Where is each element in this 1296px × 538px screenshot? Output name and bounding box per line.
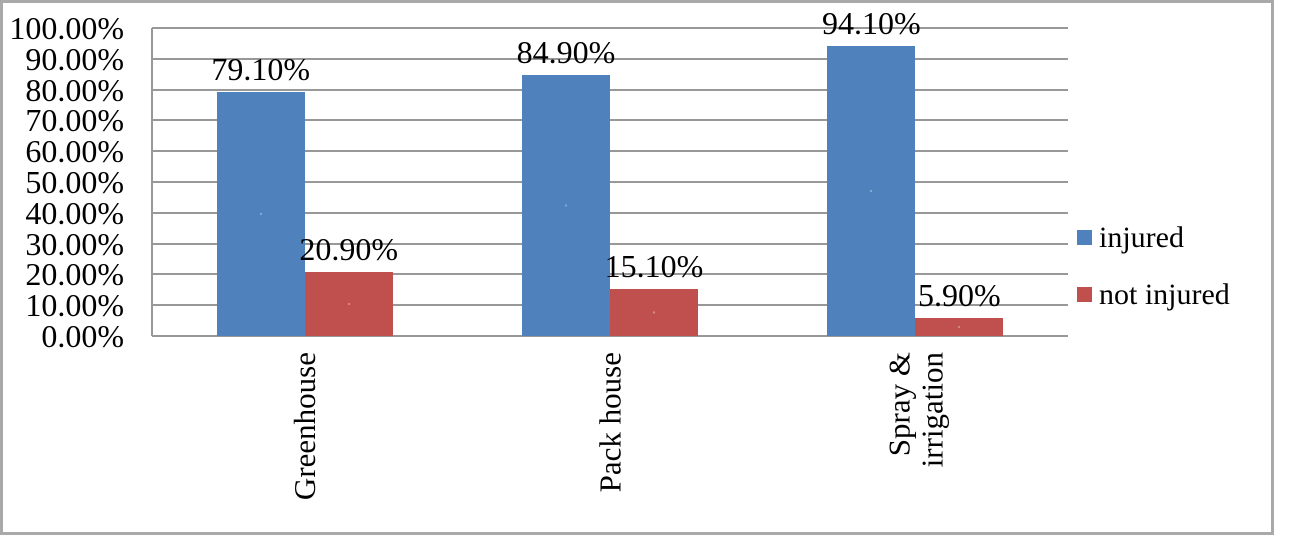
legend-label: injured xyxy=(1099,221,1184,254)
data-label: 84.90% xyxy=(516,33,616,70)
bar-not-injured-pack-house xyxy=(610,289,698,336)
y-axis-tick-label: 20.00% xyxy=(25,256,124,293)
y-axis-tick-label: 30.00% xyxy=(25,225,124,262)
y-axis-tick-label: 80.00% xyxy=(25,71,124,108)
y-axis-tick-label: 60.00% xyxy=(25,133,124,170)
category-label-line: Spray & xyxy=(881,352,917,457)
gridline xyxy=(152,181,1068,183)
bar-not-injured-spray-irrigation xyxy=(915,317,1004,336)
data-label: 15.10% xyxy=(604,248,704,285)
y-axis-tick-label: 70.00% xyxy=(25,102,124,139)
y-axis-line xyxy=(151,28,153,336)
gridline xyxy=(152,57,1068,60)
gridline xyxy=(152,242,1068,245)
data-label: 20.90% xyxy=(299,230,398,267)
gridline xyxy=(152,335,1068,337)
legend-item-not-injured: not injured xyxy=(1077,279,1230,311)
y-axis-tick-label: 0.00% xyxy=(41,318,124,354)
legend-label: not injured xyxy=(1099,278,1230,311)
y-axis-tick-label: 40.00% xyxy=(25,194,124,231)
bar-injured-spray-irrigation xyxy=(827,46,916,336)
gridline xyxy=(152,27,1068,29)
data-label: 5.90% xyxy=(918,276,1001,313)
gridline xyxy=(152,150,1068,153)
bar-injured-greenhouse xyxy=(216,92,305,336)
gridline xyxy=(152,88,1068,91)
category-label-line: Pack house xyxy=(592,352,628,493)
category-label-line: Greenhouse xyxy=(287,352,323,501)
bar-injured-pack-house xyxy=(522,74,610,336)
category-label: Spray & irrigation xyxy=(881,352,950,538)
legend-item-injured: injured xyxy=(1077,222,1184,254)
gridline xyxy=(152,211,1068,214)
y-axis-tick-label: 90.00% xyxy=(25,40,124,77)
data-label: 79.10% xyxy=(211,51,310,88)
gridline xyxy=(152,273,1068,276)
category-label-line: irrigation xyxy=(914,352,950,468)
bar-not-injured-greenhouse xyxy=(304,271,393,336)
gridline xyxy=(152,119,1068,122)
y-axis-tick-label: 50.00% xyxy=(25,164,124,200)
legend-swatch-icon xyxy=(1077,287,1092,302)
category-label: Greenhouse xyxy=(287,352,323,538)
y-axis-tick-label: 10.00% xyxy=(25,287,124,324)
y-axis-tick-label: 100.00% xyxy=(9,10,124,46)
legend-swatch-icon xyxy=(1077,230,1092,245)
data-label: 94.10% xyxy=(822,5,921,42)
category-label: Pack house xyxy=(592,352,628,538)
